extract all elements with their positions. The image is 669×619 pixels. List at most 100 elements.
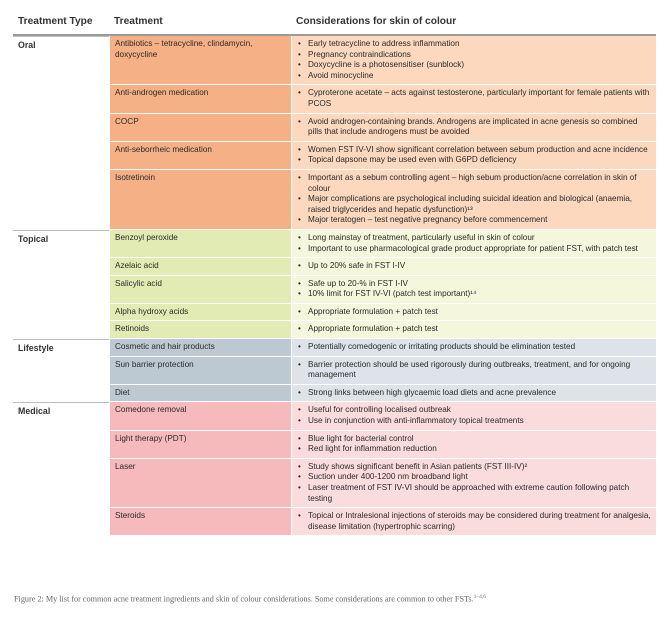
treatment-cell: Salicylic acid — [109, 275, 291, 304]
considerations-cell: Blue light for bacterial controlRed ligh… — [291, 430, 656, 459]
treatment-cell: Light therapy (PDT) — [109, 430, 291, 459]
treatment-cell: COCP — [109, 113, 291, 142]
considerations-cell: Up to 20% safe in FST I-IV — [291, 258, 656, 276]
considerations-list: Study shows significant benefit in Asian… — [297, 462, 652, 504]
treatment-cell: Diet — [109, 384, 291, 403]
consideration-item: Long mainstay of treatment, particularly… — [297, 233, 652, 244]
consideration-item: Topical or Intralesional injections of s… — [297, 511, 652, 532]
treatment-cell: Comedone removal — [109, 402, 291, 431]
considerations-list: Cyproterone acetate – acts against testo… — [297, 88, 652, 109]
considerations-list: Safe up to 20-% in FST I-IV10% limit for… — [297, 279, 652, 300]
treatment-cell: Anti-androgen medication — [109, 85, 291, 114]
table-row: Azelaic acid Up to 20% safe in FST I-IV — [13, 258, 656, 276]
table-row: COCP Avoid androgen-containing brands. An… — [13, 113, 656, 142]
treatment-type-cell: Lifestyle — [13, 339, 109, 403]
considerations-cell: Strong links between high glycaemic load… — [291, 384, 656, 403]
table-row: Anti-seborrheic medication Women FST IV-V… — [13, 141, 656, 170]
consideration-item: Blue light for bacterial control — [297, 434, 652, 445]
consideration-item: Study shows significant benefit in Asian… — [297, 462, 652, 473]
consideration-item: Important as a sebum controlling agent –… — [297, 173, 652, 194]
considerations-list: Long mainstay of treatment, particularly… — [297, 233, 652, 254]
table-body: Oral Antibiotics – tetracycline, clindamy… — [13, 36, 656, 537]
table-row: Sun barrier protection Barrier protection… — [13, 356, 656, 385]
treatment-type-cell: Oral — [13, 36, 109, 230]
table-row: Anti-androgen medication Cyproterone acet… — [13, 85, 656, 114]
consideration-item: Use in conjunction with anti-inflammator… — [297, 416, 652, 427]
considerations-cell: Women FST IV-VI show significant correla… — [291, 141, 656, 170]
considerations-cell: Important as a sebum controlling agent –… — [291, 169, 656, 230]
considerations-list: Appropriate formulation + patch test — [297, 307, 652, 318]
table-row: Isotretinoin Important as a sebum control… — [13, 169, 656, 230]
consideration-item: Laser treatment of FST IV-VI should be a… — [297, 483, 652, 504]
table-row: Alpha hydroxy acids Appropriate formulati… — [13, 303, 656, 322]
consideration-item: Suction under 400-1200 nm broadband ligh… — [297, 472, 652, 483]
considerations-list: Appropriate formulation + patch test — [297, 324, 652, 335]
treatment-cell: Benzoyl peroxide — [109, 229, 291, 259]
consideration-item: Useful for controlling localised outbrea… — [297, 405, 652, 416]
treatment-cell: Antibiotics – tetracycline, clindamycin,… — [109, 36, 291, 86]
consideration-item: Early tetracycline to address inflammati… — [297, 39, 652, 50]
table-row: Salicylic acid Safe up to 20-% in FST I-I… — [13, 275, 656, 304]
table-row: Oral Antibiotics – tetracycline, clindamy… — [13, 36, 656, 230]
table-row: Diet Strong links between high glycaemic … — [13, 384, 656, 403]
consideration-item: Women FST IV-VI show significant correla… — [297, 145, 652, 156]
caption-refs: 1–4,6 — [473, 594, 487, 600]
treatment-cell: Cosmetic and hair products — [109, 339, 291, 357]
treatment-cell: Steroids — [109, 508, 291, 537]
considerations-cell: Early tetracycline to address inflammati… — [291, 36, 656, 86]
consideration-item: Major complications are psychological in… — [297, 194, 652, 215]
considerations-list: Strong links between high glycaemic load… — [297, 388, 652, 399]
consideration-item: Important to use pharmacological grade p… — [297, 244, 652, 255]
considerations-list: Important as a sebum controlling agent –… — [297, 173, 652, 226]
acne-treatment-table: Treatment Type Treatment Considerations … — [13, 10, 656, 537]
consideration-item: Safe up to 20-% in FST I-IV — [297, 279, 652, 290]
consideration-item: Strong links between high glycaemic load… — [297, 388, 652, 399]
treatment-cell: Retinoids — [109, 321, 291, 340]
consideration-item: Up to 20% safe in FST I-IV — [297, 261, 652, 272]
table-row: Light therapy (PDT) Blue light for bacter… — [13, 430, 656, 459]
considerations-list: Up to 20% safe in FST I-IV — [297, 261, 652, 272]
considerations-cell: Potentially comedogenic or irritating pr… — [291, 339, 656, 357]
considerations-list: Blue light for bacterial controlRed ligh… — [297, 434, 652, 455]
consideration-item: Red light for inflammation reduction — [297, 444, 652, 455]
considerations-list: Barrier protection should be used rigoro… — [297, 360, 652, 381]
table-row: Retinoids Appropriate formulation + patch… — [13, 321, 656, 340]
treatment-cell: Sun barrier protection — [109, 356, 291, 385]
considerations-list: Early tetracycline to address inflammati… — [297, 39, 652, 81]
consideration-item: Doxycycline is a photosensitiser (sunblo… — [297, 60, 652, 71]
considerations-list: Avoid androgen-containing brands. Androg… — [297, 117, 652, 138]
consideration-item: Cyproterone acetate – acts against testo… — [297, 88, 652, 109]
header-treatment-type: Treatment Type — [13, 10, 109, 36]
header-treatment: Treatment — [109, 10, 291, 36]
considerations-cell: Cyproterone acetate – acts against testo… — [291, 85, 656, 114]
treatment-cell: Laser — [109, 458, 291, 509]
considerations-cell: Long mainstay of treatment, particularly… — [291, 229, 656, 259]
consideration-item: Avoid androgen-containing brands. Androg… — [297, 117, 652, 138]
figure-caption: Figure 2: My list for common acne treatm… — [14, 594, 486, 604]
considerations-cell: Appropriate formulation + patch test — [291, 321, 656, 340]
consideration-item: Major teratogen – test negative pregnanc… — [297, 215, 652, 226]
header-row: Treatment Type Treatment Considerations … — [13, 10, 656, 36]
consideration-item: Potentially comedogenic or irritating pr… — [297, 342, 652, 353]
header-considerations: Considerations for skin of colour — [291, 10, 656, 36]
considerations-list: Useful for controlling localised outbrea… — [297, 405, 652, 426]
table-row: Steroids Topical or Intralesional injecti… — [13, 508, 656, 537]
considerations-cell: Avoid androgen-containing brands. Androg… — [291, 113, 656, 142]
considerations-list: Topical or Intralesional injections of s… — [297, 511, 652, 532]
consideration-item: 10% limit for FST IV-VI (patch test impo… — [297, 289, 652, 300]
consideration-item: Topical dapsone may be used even with G6… — [297, 155, 652, 166]
consideration-item: Pregnancy contraindications — [297, 50, 652, 61]
treatment-type-cell: Topical — [13, 229, 109, 340]
consideration-item: Barrier protection should be used rigoro… — [297, 360, 652, 381]
caption-text: Figure 2: My list for common acne treatm… — [14, 594, 474, 604]
considerations-cell: Study shows significant benefit in Asian… — [291, 458, 656, 509]
considerations-cell: Useful for controlling localised outbrea… — [291, 402, 656, 431]
considerations-list: Women FST IV-VI show significant correla… — [297, 145, 652, 166]
considerations-cell: Safe up to 20-% in FST I-IV10% limit for… — [291, 275, 656, 304]
consideration-item: Avoid minocycline — [297, 71, 652, 82]
table-row: Laser Study shows significant benefit in … — [13, 458, 656, 509]
